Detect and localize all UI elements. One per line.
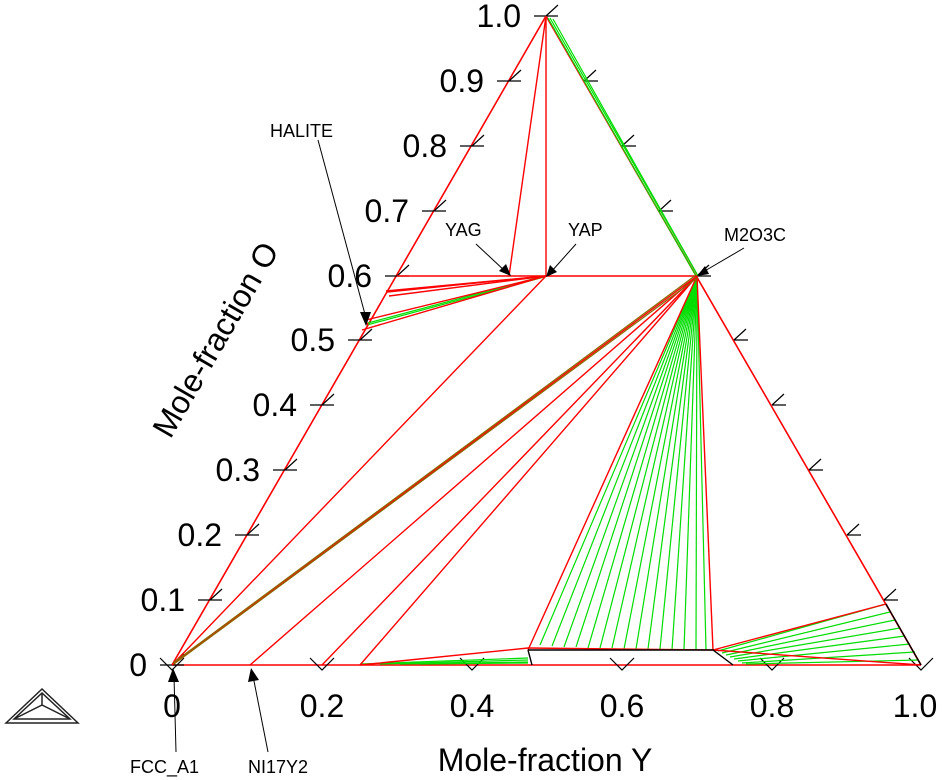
tie-lines: [359, 17, 920, 665]
ternary-triangle-icon: [4, 687, 80, 724]
o-tick-1.0: 1.0: [477, 0, 521, 34]
tick-x-0: [159, 657, 185, 671]
tick-r-1: [583, 69, 598, 82]
dark-tie-line: [172, 274, 698, 665]
tick-o-1.0: [534, 4, 559, 17]
label-yap: YAP: [568, 220, 603, 240]
o-tick-0.8: 0.8: [403, 128, 447, 164]
x-axis-title: Mole-fraction Y: [438, 742, 653, 778]
label-halite: HALITE: [270, 121, 333, 141]
x-tick-labels: 0 0.2 0.4 0.6 0.8 1.0: [163, 688, 937, 724]
o-tick-0.1: 0.1: [141, 582, 185, 618]
label-m2o3c: M2O3C: [724, 225, 786, 245]
tick-o-0.9: [497, 69, 522, 82]
label-fcc: FCC_A1: [130, 757, 199, 778]
o-tick-0.4: 0.4: [253, 387, 297, 423]
tick-o-0.5: [348, 328, 373, 341]
x-tick-0.2: 0.2: [300, 688, 344, 724]
o-tick-0.7: 0.7: [365, 193, 409, 229]
phase-boundaries: [171, 15, 922, 666]
arrow-ni17y2: [248, 668, 259, 682]
tick-x-0.2: [309, 657, 335, 671]
o-tick-0.3: 0.3: [216, 452, 260, 488]
arrow-yag: [499, 264, 511, 276]
arrow-halite: [360, 312, 371, 326]
o-tick-0.5: 0.5: [291, 322, 335, 358]
tick-o-0.4: [310, 393, 335, 406]
o-tick-0.9: 0.9: [440, 63, 484, 99]
label-yag: YAG: [445, 220, 482, 240]
arrow-m2o3c: [697, 266, 709, 276]
left-tick-labels: 0 0.1 0.2 0.3 0.4 0.5 0.6 0.7 0.8 0.9 1.…: [129, 0, 521, 683]
o-tick-0.2: 0.2: [178, 517, 222, 553]
label-ni17y2: NI17Y2: [248, 757, 308, 777]
arrow-yap: [546, 265, 557, 277]
black-lines: [527, 603, 922, 666]
tick-x-1.0: [908, 657, 934, 671]
x-tick-0.6: 0.6: [600, 688, 644, 724]
tick-o-0.1: [198, 588, 223, 601]
o-tick-0: 0: [129, 647, 147, 683]
x-tick-0.4: 0.4: [450, 688, 494, 724]
tick-x-0.6: [609, 657, 635, 671]
tick-o-0.3: [273, 458, 298, 471]
phase-annotations: HALITE YAG YAP M2O3C FCC_A1 NI17Y2: [130, 121, 786, 778]
tick-o-0.2: [235, 523, 260, 536]
arrow-fcc: [168, 668, 179, 682]
x-tick-0.8: 0.8: [750, 688, 794, 724]
tick-o-0.7: [422, 199, 447, 212]
x-tick-1.0: 1.0: [893, 688, 937, 724]
x-tick-0: 0: [163, 688, 181, 724]
o-tick-0.6: 0.6: [328, 258, 372, 294]
tick-o-0.8: [460, 134, 485, 147]
